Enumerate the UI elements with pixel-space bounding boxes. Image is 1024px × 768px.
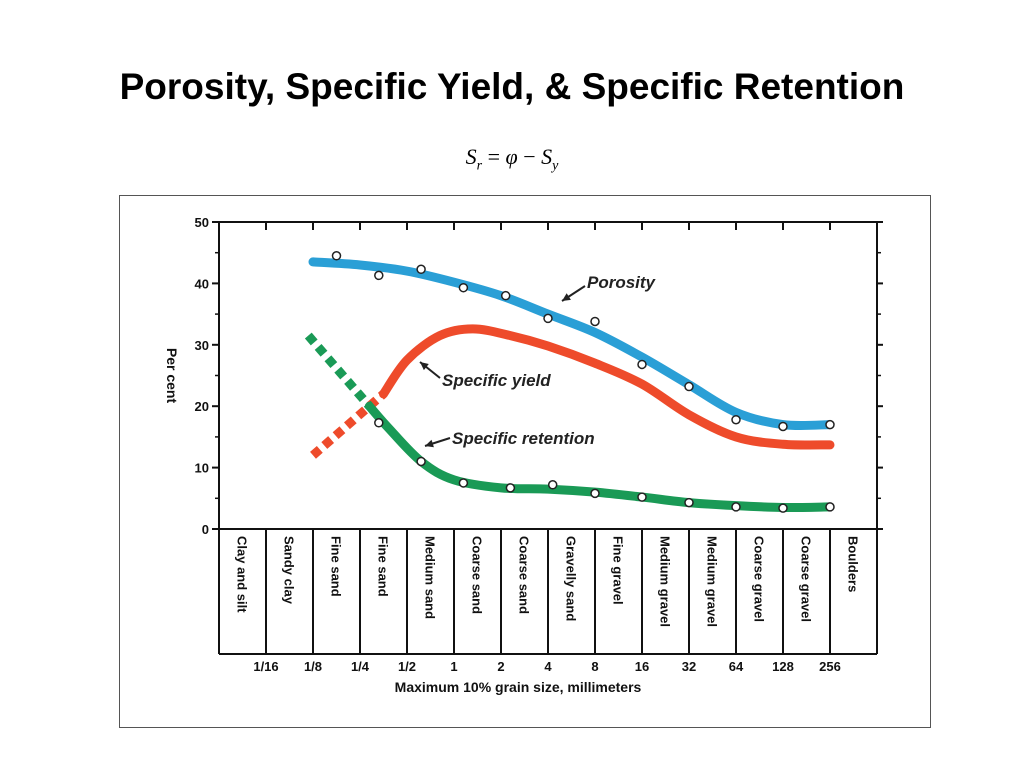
chart: 0 10 20 30 40 50 Per cent Clay and silt Sandy cl… xyxy=(164,215,883,695)
category-label: Coarse sand xyxy=(470,536,485,614)
category-label: Clay and silt xyxy=(235,536,250,613)
y-tick-label: 20 xyxy=(195,399,209,414)
y-tick-label: 10 xyxy=(195,461,209,476)
specific_yield-arrow-head xyxy=(420,362,429,371)
size-tick-label: 64 xyxy=(729,659,744,674)
data-points xyxy=(331,251,835,513)
x-axis-title: Maximum 10% grain size, millimeters xyxy=(395,679,642,695)
specific_retention-point xyxy=(778,503,788,513)
porosity-arrow-head xyxy=(562,293,571,301)
specific_retention-point xyxy=(731,502,741,512)
size-tick-label: 32 xyxy=(682,659,696,674)
specific_retention-point xyxy=(684,497,694,508)
category-label: Coarse gravel xyxy=(799,536,814,622)
y-tick-label: 0 xyxy=(202,522,209,537)
porosity-point xyxy=(331,251,342,261)
porosity-point xyxy=(590,316,600,327)
equation-lhs-subscript: r xyxy=(476,158,483,174)
specific_retention-point xyxy=(547,480,558,490)
y-tick-label: 40 xyxy=(195,276,209,291)
specific_retention-point xyxy=(374,418,384,428)
chart-frame: 0 10 20 30 40 50 Per cent Clay and silt Sandy cl… xyxy=(119,195,931,728)
specific_retention-point xyxy=(505,483,516,493)
specific_retention-point xyxy=(637,492,647,502)
specific_retention-arrow-head xyxy=(425,439,434,448)
specific_retention-annotation: Specific retention xyxy=(452,429,595,448)
size-tick-label: 16 xyxy=(635,659,649,674)
equation-minus: − xyxy=(517,144,542,169)
porosity-point xyxy=(416,264,426,275)
specific_retention-point xyxy=(825,502,835,512)
category-label: Coarse gravel xyxy=(752,536,767,622)
page-title: Porosity, Specific Yield, & Specific Ret… xyxy=(119,66,905,107)
category-label: Boulders xyxy=(846,536,861,592)
size-tick-label: 1/8 xyxy=(304,659,322,674)
category-label: Coarse sand xyxy=(517,536,532,614)
category-label: Sandy clay xyxy=(282,536,297,605)
equation-lhs: S xyxy=(465,144,477,169)
porosity-point xyxy=(500,290,511,301)
size-tick-label: 4 xyxy=(544,659,552,674)
equation-phi: φ xyxy=(505,144,518,169)
size-tick-label: 1/4 xyxy=(351,659,370,674)
porosity-point xyxy=(374,270,384,281)
size-tick-label: 2 xyxy=(497,659,504,674)
porosity-point xyxy=(825,419,835,430)
size-tick-label: 128 xyxy=(772,659,794,674)
size-tick-label: 8 xyxy=(591,659,598,674)
category-label: Medium gravel xyxy=(658,536,673,627)
porosity-point xyxy=(637,359,647,370)
specific_retention-point xyxy=(590,488,600,499)
y-tick-label: 50 xyxy=(195,215,209,230)
porosity-annotation: Porosity xyxy=(587,273,657,292)
porosity-point xyxy=(731,414,741,425)
axes: 0 10 20 30 40 50 Per cent Clay and silt Sandy cl… xyxy=(164,215,883,695)
porosity-point xyxy=(543,313,553,324)
labels: Porosity Specific yield Specific retention xyxy=(419,273,657,448)
specific_retention-point xyxy=(458,478,469,488)
size-tick-label: 1/2 xyxy=(398,659,416,674)
size-tick-label: 1 xyxy=(450,659,457,674)
category-label: Medium gravel xyxy=(705,536,720,627)
specific_retention-dashed-extension xyxy=(304,332,373,410)
y-axis-title: Per cent xyxy=(164,348,180,404)
porosity-point xyxy=(778,421,788,432)
equation-rhs-subscript: y xyxy=(552,158,559,174)
y-tick-label: 30 xyxy=(195,338,209,353)
category-label: Fine sand xyxy=(376,536,391,597)
equation-rhs: S xyxy=(541,144,553,169)
size-tick-label: 1/16 xyxy=(253,659,278,674)
porosity-point xyxy=(684,381,694,392)
porosity-line xyxy=(308,257,835,431)
category-label: Fine gravel xyxy=(611,536,626,605)
specific_yield-dashed-extension xyxy=(310,390,387,459)
category-label: Medium sand xyxy=(423,536,438,619)
category-label: Fine sand xyxy=(329,536,344,597)
category-label: Gravelly sand xyxy=(564,536,579,621)
specific_yield-annotation: Specific yield xyxy=(442,371,551,390)
specific_retention-point xyxy=(416,456,426,467)
equation-equals: = xyxy=(482,144,506,169)
equation: Sr = φ − Sy xyxy=(0,144,1024,174)
specific_yield-line xyxy=(379,324,835,450)
size-tick-label: 256 xyxy=(819,659,841,674)
porosity-point xyxy=(458,282,469,293)
